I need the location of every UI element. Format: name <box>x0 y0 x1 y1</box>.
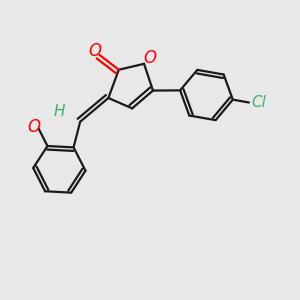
Text: O: O <box>28 118 41 136</box>
Text: O: O <box>143 50 156 68</box>
Text: H: H <box>54 104 65 119</box>
Text: Cl: Cl <box>251 95 266 110</box>
Text: O: O <box>88 42 102 60</box>
